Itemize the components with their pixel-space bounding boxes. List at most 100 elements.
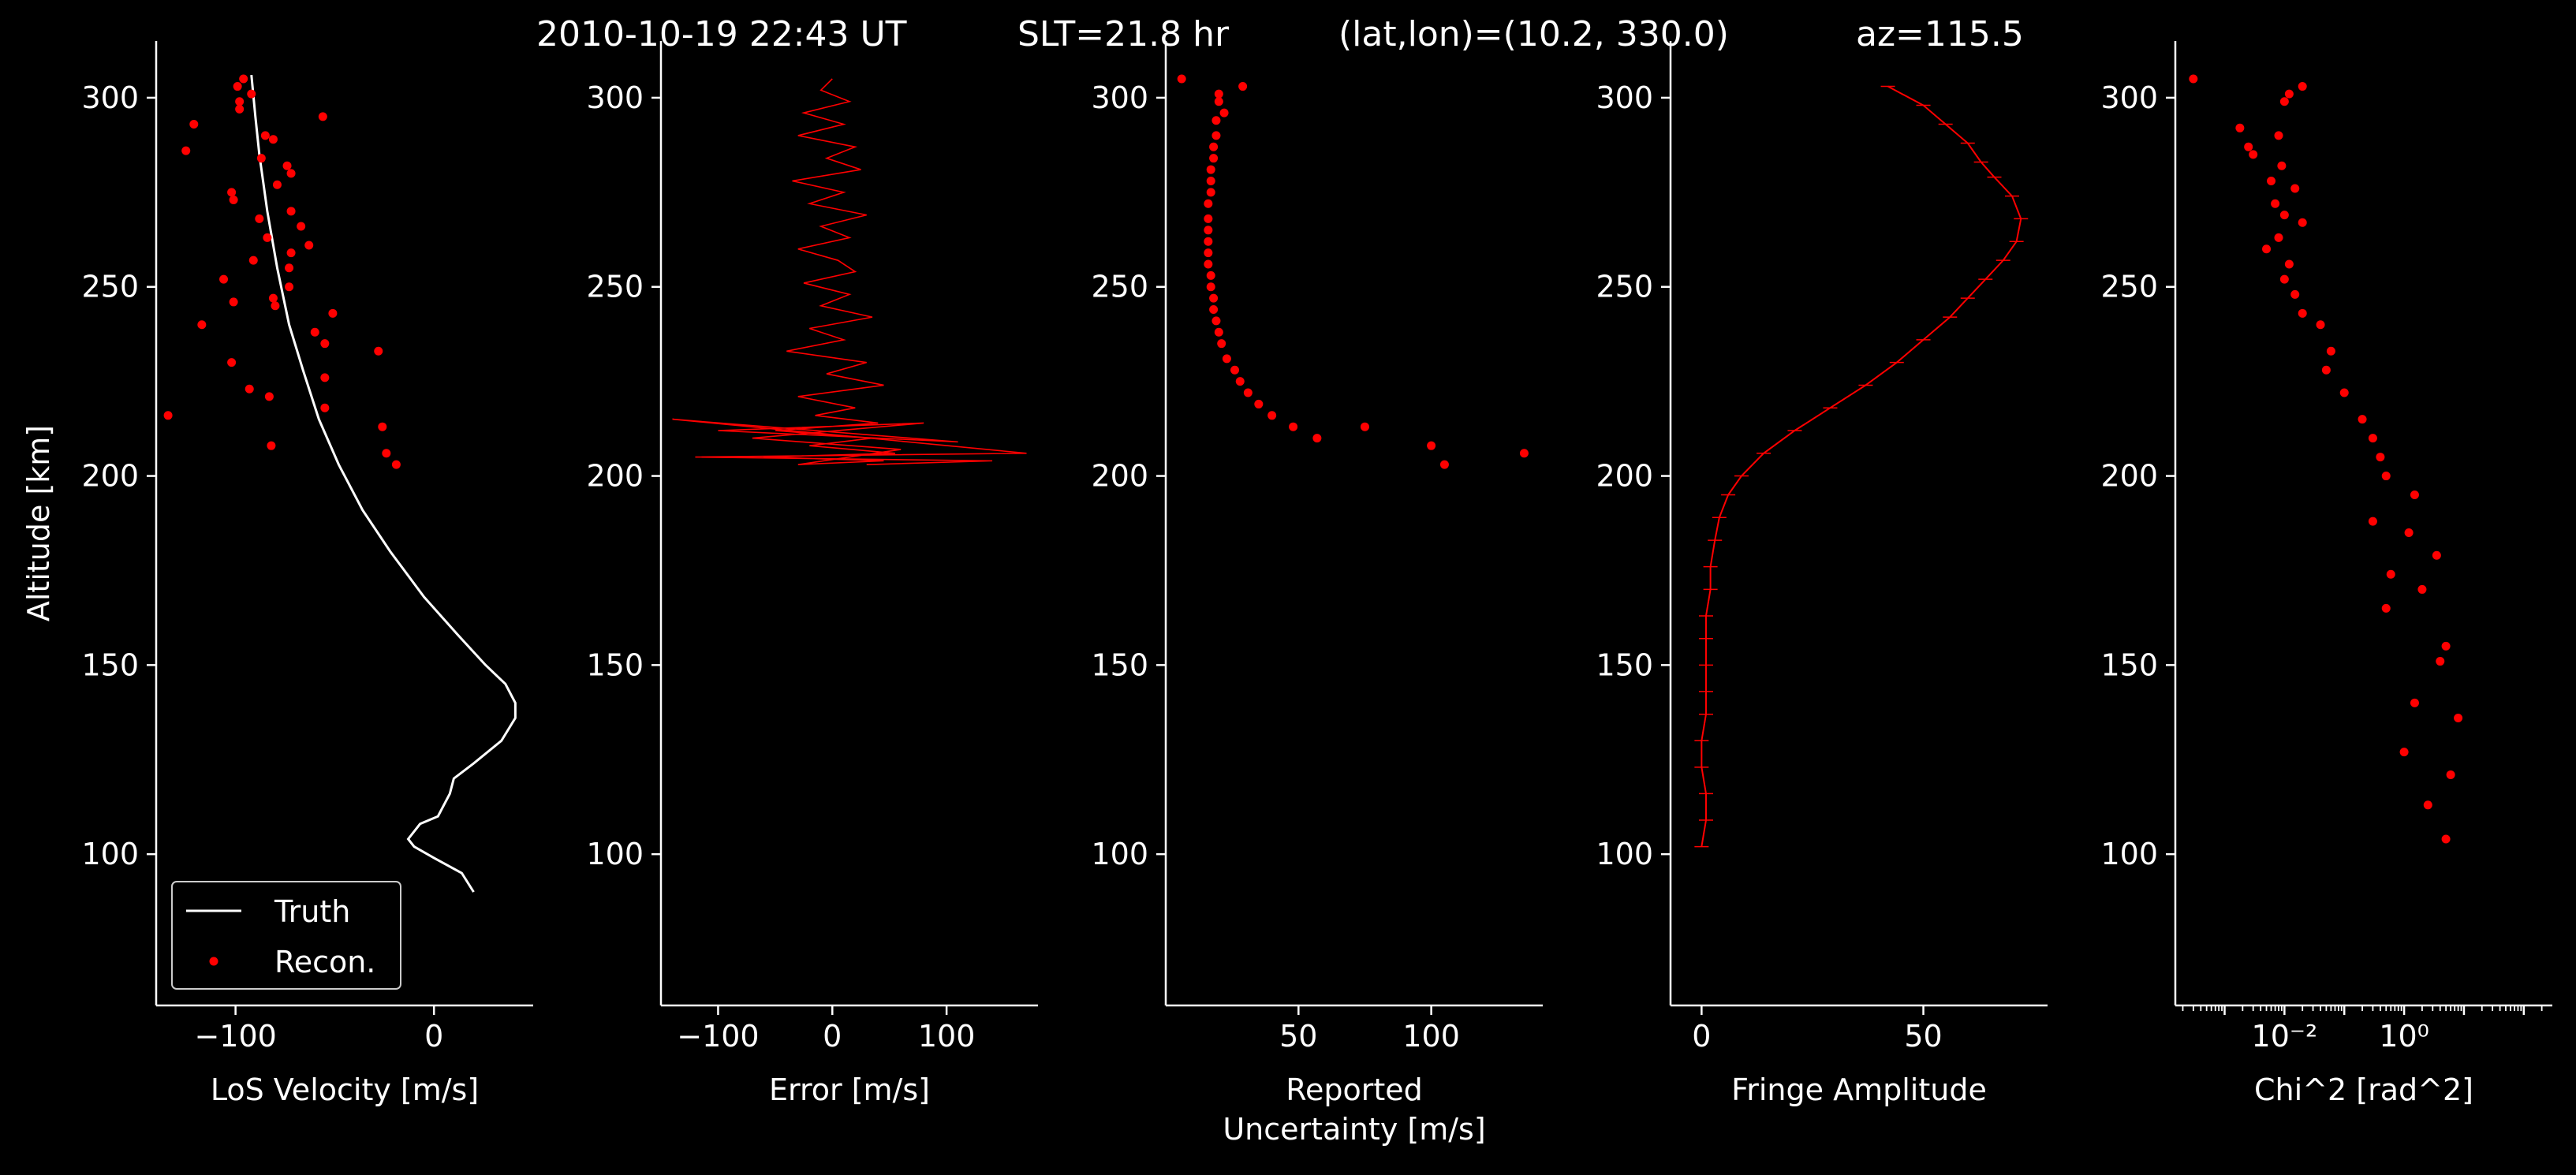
y-tick-label: 150	[81, 647, 139, 682]
data-point	[2399, 748, 2409, 757]
x-axis-label: Chi^2 [rad^2]	[2254, 1072, 2473, 1107]
data-point	[2358, 415, 2367, 424]
data-point	[2376, 453, 2385, 462]
legend-entry-truth: Truth	[274, 894, 350, 929]
x-axis-label: Fringe Amplitude	[1731, 1072, 1987, 1107]
data-point	[2267, 176, 2276, 185]
data-point	[229, 297, 238, 307]
data-point	[264, 392, 274, 401]
data-point	[227, 188, 237, 197]
data-point	[1238, 82, 1248, 91]
data-point	[1204, 226, 1213, 235]
x-tick-label: 0	[823, 1019, 842, 1054]
data-point	[1222, 354, 1231, 364]
data-point	[2235, 123, 2245, 132]
legend-box	[171, 881, 401, 990]
data-point	[2386, 569, 2395, 579]
x-axis-label: Uncertainty [m/s]	[1223, 1112, 1485, 1147]
data-point	[2381, 472, 2391, 481]
data-point	[285, 282, 294, 292]
data-point	[2436, 657, 2445, 666]
data-point	[248, 256, 258, 265]
data-point	[1217, 339, 1226, 349]
y-tick-label: 200	[1596, 459, 1653, 494]
data-point	[1204, 237, 1213, 246]
y-tick-label: 100	[1596, 837, 1653, 871]
data-point	[235, 104, 245, 114]
data-point	[272, 180, 282, 189]
data-point	[2417, 584, 2427, 594]
data-point	[2454, 713, 2463, 722]
data-point	[245, 384, 254, 394]
data-point	[2279, 274, 2289, 284]
data-point	[378, 422, 387, 431]
y-tick-label: 100	[586, 837, 644, 871]
data-point	[268, 135, 278, 144]
data-point	[247, 89, 256, 99]
data-point	[2298, 218, 2307, 227]
title-az: az=115.5	[1856, 14, 2024, 54]
data-point	[2274, 233, 2283, 242]
data-point	[310, 327, 319, 337]
y-tick-label: 200	[81, 459, 139, 494]
data-point	[2404, 528, 2414, 537]
y-tick-label: 300	[1091, 80, 1148, 115]
data-point	[233, 82, 242, 91]
x-tick-label: 10⁻²	[2252, 1019, 2318, 1054]
title-time: 2010-10-19 22:43 UT	[536, 14, 907, 54]
x-tick-label: 50	[1279, 1019, 1317, 1054]
legend-recon-swatch	[209, 957, 218, 966]
data-point	[2262, 244, 2272, 254]
data-point	[1206, 165, 1215, 174]
data-point	[1243, 388, 1253, 397]
data-point	[2298, 82, 2307, 91]
data-point	[2277, 161, 2287, 170]
data-point	[2410, 698, 2419, 707]
data-point	[286, 207, 296, 216]
x-tick-label: 50	[1904, 1019, 1942, 1054]
y-tick-label: 250	[81, 270, 139, 304]
x-axis-label: Reported	[1286, 1072, 1422, 1107]
data-point	[2290, 184, 2300, 193]
data-point	[1360, 422, 1369, 431]
data-point	[285, 263, 294, 273]
title-slt: SLT=21.8 hr	[1017, 14, 1230, 54]
data-point	[2432, 550, 2441, 560]
data-point	[2441, 641, 2451, 651]
data-point	[286, 169, 296, 178]
data-point	[268, 293, 278, 303]
data-point	[2410, 491, 2419, 500]
x-tick-label: −100	[677, 1019, 759, 1054]
data-point	[229, 195, 238, 204]
data-point	[2316, 320, 2325, 330]
data-point	[2244, 142, 2253, 151]
y-tick-label: 250	[1596, 270, 1653, 304]
y-tick-label: 200	[1091, 459, 1148, 494]
data-point	[1211, 316, 1221, 326]
y-tick-label: 200	[586, 459, 644, 494]
data-point	[282, 161, 292, 170]
x-axis-label: LoS Velocity [m/s]	[211, 1072, 479, 1107]
y-tick-label: 250	[1091, 270, 1148, 304]
y-tick-label: 100	[81, 837, 139, 871]
legend-entry-recon: Recon.	[274, 945, 375, 979]
y-tick-label: 150	[1596, 647, 1653, 682]
data-point	[271, 301, 280, 311]
data-point	[2368, 434, 2377, 443]
data-point	[1230, 365, 1240, 375]
data-point	[2271, 199, 2280, 208]
data-point	[382, 449, 391, 458]
data-point	[263, 233, 272, 242]
data-point	[320, 403, 330, 412]
data-point	[2339, 388, 2349, 397]
x-tick-label: 0	[1692, 1019, 1711, 1054]
data-point	[1204, 259, 1213, 269]
data-point	[1206, 282, 1215, 292]
data-point	[1219, 108, 1229, 118]
y-tick-label: 300	[586, 80, 644, 115]
data-point	[1254, 399, 1264, 408]
data-point	[2274, 131, 2283, 140]
data-point	[2279, 211, 2289, 220]
data-point	[2249, 150, 2258, 159]
